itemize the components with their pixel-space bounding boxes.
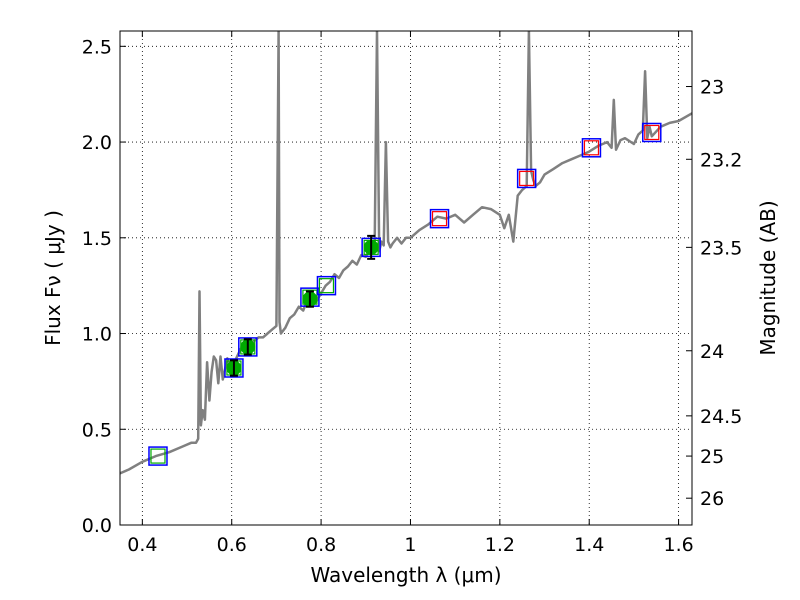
band-flux-inner — [431, 211, 448, 227]
y2-tick-label: 24 — [700, 341, 724, 363]
x-tick-label: 1.4 — [574, 534, 604, 556]
x-axis-label: Wavelength λ (μm) — [310, 563, 501, 587]
x-tick-label: 1 — [404, 534, 416, 556]
x-tick-label: 1.2 — [485, 534, 515, 556]
y2-tick-label: 25 — [700, 446, 724, 468]
x-tick-label: 0.6 — [217, 534, 247, 556]
plot-background — [120, 31, 692, 525]
y-axis-label: Flux Fν ( μJy ) — [41, 210, 65, 346]
y2-tick-label: 23.5 — [700, 237, 742, 259]
band-flux-box — [316, 275, 337, 296]
y2-tick-label: 23.2 — [700, 149, 742, 171]
band-flux-box — [642, 122, 662, 143]
band-flux-box — [429, 208, 450, 229]
markers-layer — [148, 122, 662, 466]
y2-tick-label: 26 — [700, 488, 724, 510]
plot-frame — [119, 30, 693, 526]
y-tick-label: 1.0 — [82, 324, 112, 346]
y-tick-label: 0.0 — [82, 515, 112, 537]
y2-tick-label: 24.5 — [700, 406, 742, 428]
band-flux-box — [581, 138, 602, 158]
band-flux-box — [224, 358, 244, 378]
y-tick-label: 2.0 — [82, 132, 112, 154]
band-flux-inner — [583, 140, 600, 156]
y2-axis-label: Magnitude (AB) — [756, 200, 780, 355]
band-flux-inner — [519, 170, 535, 187]
y-tick-label: 0.5 — [82, 419, 112, 441]
y2-tick-label: 23 — [700, 77, 724, 99]
band-flux-inner — [644, 124, 660, 141]
band-flux-box — [238, 337, 258, 357]
band-flux-inner — [318, 278, 335, 294]
x-tick-label: 1.6 — [663, 534, 693, 556]
band-flux-inner — [150, 448, 166, 464]
x-tick-label: 0.4 — [127, 534, 157, 556]
y-tick-label: 1.5 — [82, 228, 112, 250]
band-flux-box — [148, 446, 168, 466]
band-flux-box — [516, 168, 537, 189]
x-tick-label: 0.8 — [306, 534, 336, 556]
ticks-layer: 0.4 0.6 0.8 1 1.2 1.4 1.6 0.0 0.5 1.0 1.5 2.0 2.5 23 2… — [82, 31, 742, 556]
y-tick-label: 2.5 — [82, 36, 112, 58]
